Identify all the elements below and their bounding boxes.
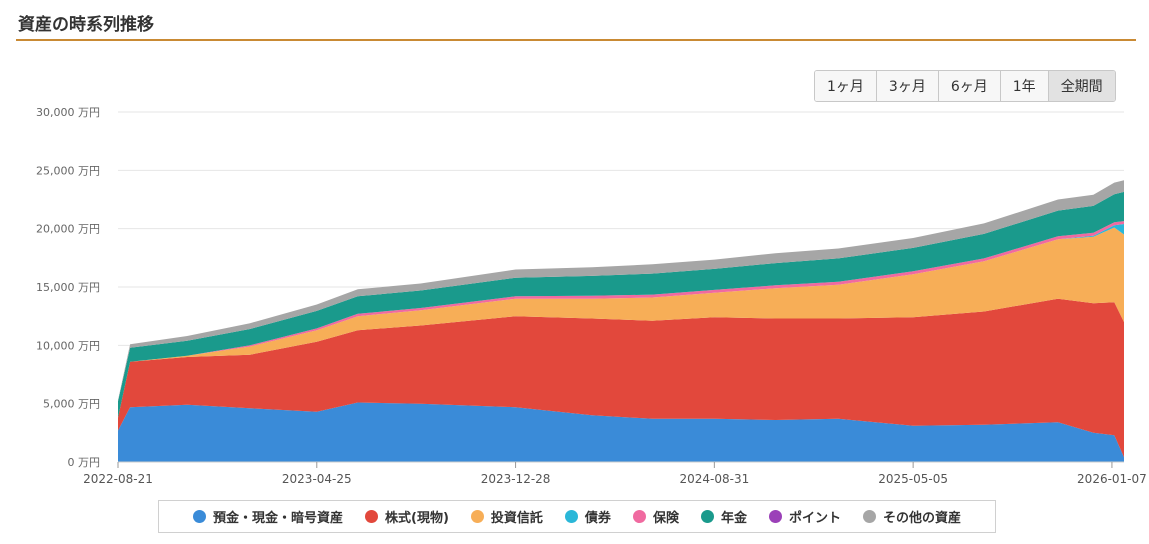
legend-label: 債券 <box>584 511 611 526</box>
legend-swatch-icon <box>564 510 578 523</box>
legend-label: 年金 <box>720 511 747 526</box>
legend-item[interactable]: 保険 <box>632 507 679 526</box>
y-tick-label: 5,000 万円 <box>43 398 100 411</box>
legend-swatch-icon <box>862 510 876 523</box>
legend-item[interactable]: 株式(現物) <box>365 507 449 526</box>
x-tick-label: 2023-04-25 <box>282 472 352 486</box>
legend-swatch-icon <box>470 510 484 523</box>
legend-label: ポイント <box>788 511 841 526</box>
range-all-button[interactable]: 全期間 <box>1048 71 1115 101</box>
legend-swatch-icon <box>365 510 379 523</box>
legend-swatch-icon <box>700 510 714 523</box>
range-3-month-button[interactable]: 3ヶ月 <box>876 71 939 101</box>
chart-legend: 預金・現金・暗号資産 株式(現物) 投資信託 債券 保険 年金 ポイント その他の資産 <box>158 500 996 533</box>
page-title: 資産の時系列推移 <box>18 15 154 35</box>
legend-label: その他の資産 <box>882 511 961 526</box>
legend-label: 株式(現物) <box>385 511 449 526</box>
x-tick-label: 2023-12-28 <box>481 472 551 486</box>
legend-item[interactable]: ポイント <box>768 507 841 526</box>
range-1-month-button[interactable]: 1ヶ月 <box>815 71 877 101</box>
x-tick-label: 2022-08-21 <box>83 472 153 486</box>
y-tick-label: 10,000 万円 <box>36 339 100 352</box>
legend-item[interactable]: その他の資産 <box>862 507 961 526</box>
range-6-month-button[interactable]: 6ヶ月 <box>938 71 1001 101</box>
legend-label: 預金・現金・暗号資産 <box>213 511 344 526</box>
y-tick-label: 0 万円 <box>68 456 101 469</box>
y-tick-label: 25,000 万円 <box>36 164 100 177</box>
x-tick-label: 2024-08-31 <box>679 472 749 486</box>
legend-label: 保険 <box>652 511 679 526</box>
x-tick-label: 2025-05-05 <box>878 472 948 486</box>
legend-swatch-icon <box>193 510 206 523</box>
y-tick-label: 15,000 万円 <box>36 281 100 294</box>
y-tick-label: 20,000 万円 <box>36 223 100 236</box>
legend-item[interactable]: 投資信託 <box>470 507 543 526</box>
legend-label: 投資信託 <box>490 511 543 526</box>
title-divider <box>16 39 1136 41</box>
series-area <box>118 298 1124 458</box>
range-selector: 1ヶ月 3ヶ月 6ヶ月 1年 全期間 <box>814 70 1116 102</box>
legend-item[interactable]: 預金・現金・暗号資産 <box>193 507 343 526</box>
series-area <box>118 402 1124 462</box>
legend-swatch-icon <box>768 510 782 523</box>
legend-item[interactable]: 債券 <box>564 507 611 526</box>
y-tick-label: 30,000 万円 <box>36 106 100 119</box>
x-tick-label: 2026-01-07 <box>1077 472 1147 486</box>
range-1-year-button[interactable]: 1年 <box>1000 71 1049 101</box>
legend-swatch-icon <box>632 510 646 523</box>
legend-item[interactable]: 年金 <box>700 507 747 526</box>
